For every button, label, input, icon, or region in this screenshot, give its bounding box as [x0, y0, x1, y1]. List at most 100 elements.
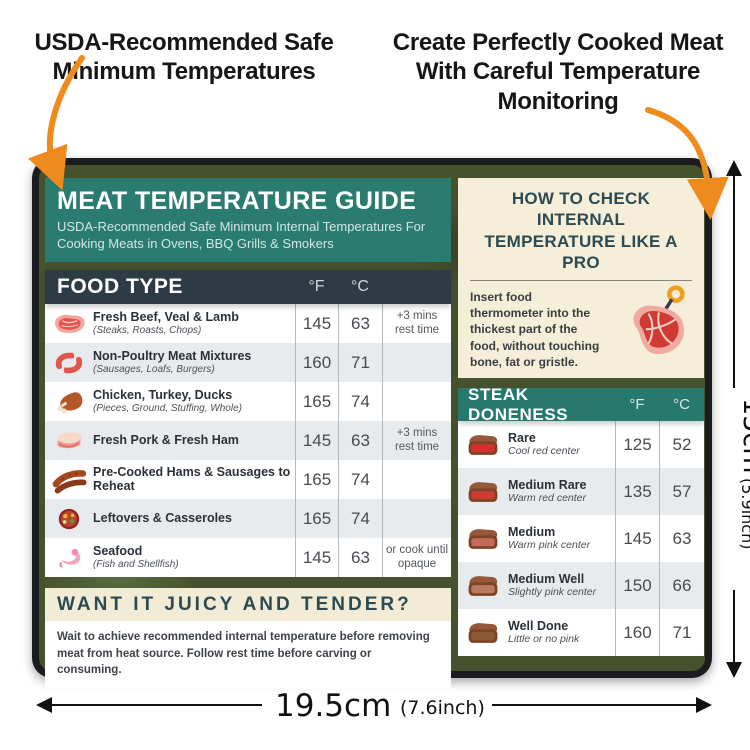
- table-row: Rare Cool red center 125 52: [458, 421, 704, 468]
- food-name: Chicken, Turkey, Ducks: [93, 387, 233, 402]
- temp-f: 165: [295, 460, 338, 499]
- steak-thermometer-icon: [614, 285, 696, 376]
- food-table-title: FOOD TYPE: [57, 275, 183, 298]
- width-dimension: 19.5cm (7.6inch): [36, 688, 712, 724]
- temp-c: 63: [338, 304, 382, 343]
- right-marketing-heading: Create Perfectly Cooked Meat With Carefu…: [392, 29, 724, 115]
- main-title-panel: MEAT TEMPERATURE GUIDE USDA-Recommended …: [45, 178, 451, 262]
- steak-well-done-icon: [458, 619, 508, 647]
- board-subtitle: USDA-Recommended Safe Minimum Internal T…: [57, 219, 426, 251]
- drumstick-icon: [45, 388, 93, 416]
- temp-c: 63: [659, 515, 704, 562]
- food-type-table: FOOD TYPE °F °C Fresh Beef, Veal & Lamb(…: [45, 270, 451, 577]
- table-row: Well Done Little or no pink 160 71: [458, 609, 704, 656]
- doneness-detail: Cool red center: [508, 445, 580, 458]
- temp-c: 52: [659, 421, 704, 468]
- fahrenheit-column-header: °F: [629, 396, 645, 413]
- table-row: Medium Well Slightly pink center 150 66: [458, 562, 704, 609]
- pork-ham-icon: [45, 427, 93, 455]
- doneness-detail: Little or no pink: [508, 633, 580, 646]
- steak-rare-icon: [458, 431, 508, 459]
- doneness-name: Rare: [508, 431, 536, 446]
- height-dimension: 15cm (5.9inch): [726, 160, 750, 678]
- table-row: Seafood (Fish and Shellfish) 145 63 or co…: [45, 538, 451, 577]
- food-name: Fresh Beef, Veal & Lamb: [93, 309, 239, 324]
- width-label: 19.5cm: [275, 688, 391, 724]
- temp-f: 165: [295, 382, 338, 421]
- steak-doneness-table: STEAK DONENESS °F °C Rare Cool red center…: [458, 385, 704, 656]
- food-name: Leftovers & Casseroles: [93, 510, 232, 525]
- height-label: 15cm: [737, 398, 750, 474]
- doneness-name: Well Done: [508, 619, 569, 634]
- temp-note: [382, 460, 451, 499]
- steak-medium-icon: [458, 525, 508, 553]
- temp-f: 160: [295, 343, 338, 382]
- food-name: Seafood: [93, 543, 143, 558]
- temp-f: 135: [615, 468, 659, 515]
- casserole-icon: [45, 505, 93, 533]
- fahrenheit-column-header: °F: [308, 278, 325, 295]
- table-row: Pre-Cooked Hams & Sausages to Reheat 165…: [45, 460, 451, 499]
- temp-f: 145: [295, 538, 338, 577]
- food-detail: (Pieces, Ground, Stuffing, Whole): [93, 402, 242, 414]
- temp-c: 63: [338, 538, 382, 577]
- doneness-table-header: STEAK DONENESS °F °C: [458, 385, 704, 424]
- doneness-table-title: STEAK DONENESS: [468, 384, 569, 424]
- temp-c: 71: [659, 609, 704, 656]
- food-name: Non-Poultry Meat Mixtures: [93, 348, 252, 363]
- height-sublabel: (5.9inch): [738, 478, 750, 549]
- shrimp-icon: [45, 544, 93, 572]
- check-temperature-panel: HOW TO CHECK INTERNAL TEMPERATURE LIKE A…: [458, 178, 704, 433]
- temp-note: +3 mins rest time: [382, 421, 451, 460]
- temp-f: 160: [615, 609, 659, 656]
- table-row: Medium Rare Warm red center 135 57: [458, 468, 704, 515]
- food-detail: (Sausages, Loafs, Burgers): [93, 363, 215, 375]
- temp-note: [382, 499, 451, 538]
- steak-medium-rare-icon: [458, 478, 508, 506]
- steak-medium-well-icon: [458, 572, 508, 600]
- table-row: Chicken, Turkey, Ducks (Pieces, Ground, S…: [45, 382, 451, 421]
- celsius-column-header: °C: [673, 396, 690, 413]
- doneness-detail: Warm red center: [508, 492, 586, 505]
- food-detail: (Fish and Shellfish): [93, 558, 179, 570]
- temp-f: 145: [615, 515, 659, 562]
- temp-c: 71: [338, 343, 382, 382]
- food-detail: (Steaks, Roasts, Chops): [93, 324, 202, 336]
- temp-c: 74: [338, 382, 382, 421]
- juicy-tender-title: WANT IT JUICY AND TENDER?: [45, 588, 451, 621]
- table-row: Medium Warm pink center 145 63: [458, 515, 704, 562]
- temp-c: 74: [338, 460, 382, 499]
- doneness-detail: Warm pink center: [508, 539, 591, 552]
- doneness-name: Medium Well: [508, 572, 585, 587]
- food-table-header: FOOD TYPE °F °C: [45, 270, 451, 304]
- juicy-tender-body: Wait to achieve recommended internal tem…: [45, 621, 451, 690]
- table-row: Fresh Beef, Veal & Lamb (Steaks, Roasts, …: [45, 304, 451, 343]
- left-marketing-heading: USDA-Recommended Safe Minimum Temperatur…: [34, 29, 334, 86]
- cooked-sausages-icon: [45, 466, 93, 494]
- temp-f: 145: [295, 421, 338, 460]
- temp-note: +3 mins rest time: [382, 304, 451, 343]
- doneness-name: Medium Rare: [508, 478, 587, 493]
- temp-note: or cook until opaque: [382, 538, 451, 577]
- meat-guide-board: MEAT TEMPERATURE GUIDE USDA-Recommended …: [32, 158, 712, 690]
- width-sublabel: (7.6inch): [400, 697, 485, 719]
- temp-c: 66: [659, 562, 704, 609]
- celsius-column-header: °C: [351, 278, 369, 295]
- temp-note: [382, 343, 451, 382]
- beef-steak-icon: [45, 310, 93, 338]
- doneness-detail: Slightly pink center: [508, 586, 597, 599]
- temp-f: 150: [615, 562, 659, 609]
- temp-c: 63: [338, 421, 382, 460]
- board-title: MEAT TEMPERATURE GUIDE: [57, 187, 417, 215]
- food-name: Pre-Cooked Hams & Sausages to Reheat: [93, 464, 291, 493]
- temp-c: 57: [659, 468, 704, 515]
- sausage-loop-icon: [45, 349, 93, 377]
- temp-note: [382, 382, 451, 421]
- juicy-tender-section: WANT IT JUICY AND TENDER? Wait to achiev…: [45, 588, 451, 690]
- check-panel-title: HOW TO CHECK INTERNAL TEMPERATURE LIKE A…: [470, 188, 692, 281]
- table-row: Fresh Pork & Fresh Ham 145 63 +3 mins re…: [45, 421, 451, 460]
- temp-f: 145: [295, 304, 338, 343]
- food-name: Fresh Pork & Fresh Ham: [93, 432, 239, 447]
- doneness-name: Medium: [508, 525, 556, 540]
- temp-f: 165: [295, 499, 338, 538]
